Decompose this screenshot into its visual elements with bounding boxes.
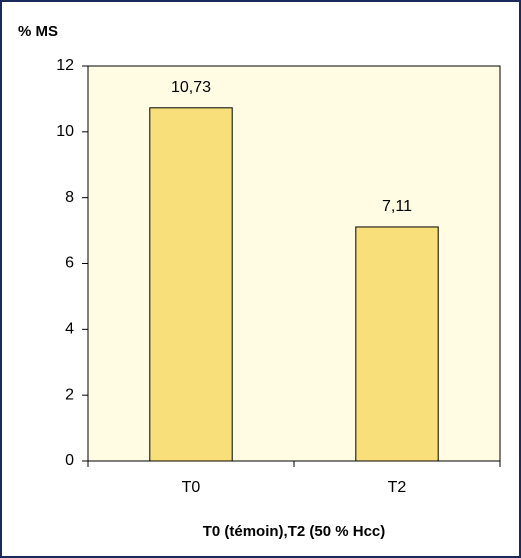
bar [355,226,439,462]
x-tick-label: T0 [182,479,201,496]
y-tick-label: 12 [56,57,74,74]
x-axis-label: T0 (témoin),T2 (50 % Hcc) [203,523,386,540]
bar [149,107,233,462]
y-axis-label: % MS [18,23,58,40]
x-tick-label: T2 [388,479,407,496]
y-tick-label: 2 [65,386,74,403]
data-label: 10,73 [171,79,211,96]
y-tick-label: 0 [65,452,74,469]
y-tick-label: 6 [65,255,74,272]
y-tick-label: 8 [65,189,74,206]
data-label: 7,11 [382,198,412,215]
y-tick-label: 4 [65,321,74,338]
y-tick-label: 10 [56,123,74,140]
